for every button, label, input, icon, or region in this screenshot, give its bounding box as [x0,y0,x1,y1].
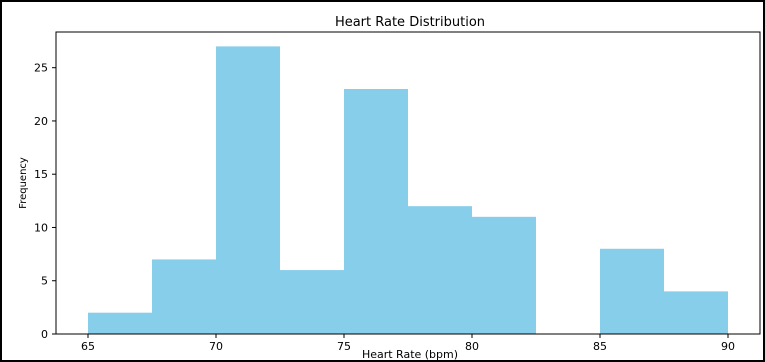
y-tick-label: 5 [41,275,48,288]
plot-area-border [55,31,761,335]
y-tick-label: 20 [34,115,48,128]
histogram-bar-0 [88,312,152,334]
y-tick-label: 15 [34,168,48,181]
x-axis-label: Heart Rate (bpm) [362,348,458,361]
y-tick-label: 0 [41,328,48,341]
histogram-bar-4 [344,88,408,334]
histogram-bar-2 [216,46,280,334]
y-tick-label: 10 [34,221,48,234]
histogram-bar-9 [664,291,728,334]
bars-group [88,46,728,334]
histogram-bar-1 [152,259,216,334]
x-tick-label: 90 [721,340,735,353]
histogram-bar-6 [472,216,536,334]
x-tick-label: 85 [593,340,607,353]
histogram-bar-3 [280,270,344,334]
chart-title: Heart Rate Distribution [335,15,485,30]
y-axis-label: Frequency [18,157,29,209]
x-tick-label: 70 [209,340,223,353]
histogram-bar-5 [408,206,472,334]
y-axis-ticks: 0 5 10 15 20 25 [34,62,56,341]
x-tick-label: 65 [81,340,95,353]
x-axis-ticks: 65 70 75 80 85 90 [81,334,735,353]
x-tick-label: 75 [337,340,351,353]
x-tick-label: 80 [465,340,479,353]
y-tick-label: 25 [34,62,48,75]
histogram-bar-8 [600,248,664,334]
